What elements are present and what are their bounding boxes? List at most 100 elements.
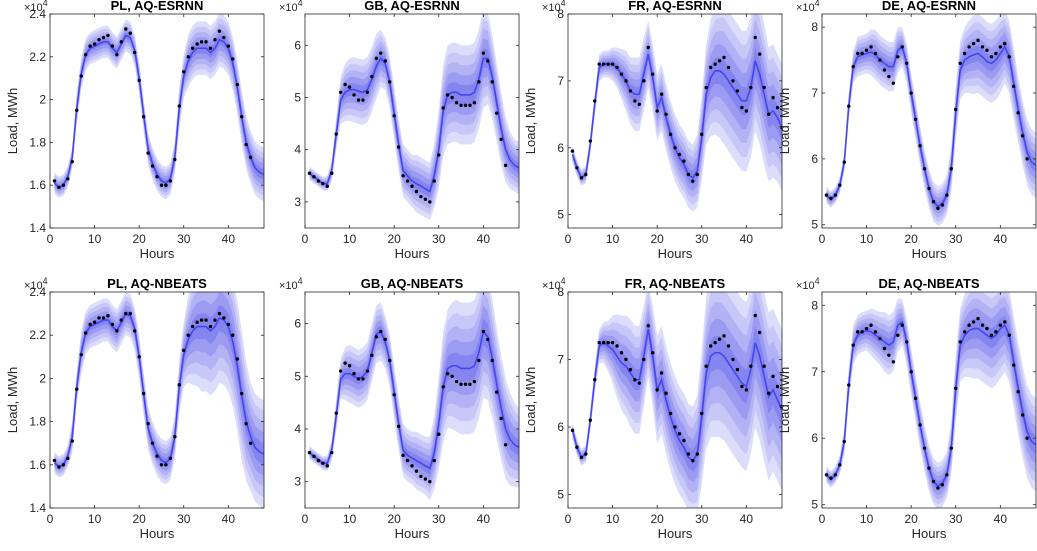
actual-load-point [722,334,726,338]
subplot-2: 0 10 20 30 40 3 4 5 6 ×104 GB, AQ-ESRNN Hours [279,0,520,261]
actual-load-point [352,93,356,97]
actual-load-point [570,428,575,433]
actual-load-point [847,104,851,108]
actual-load-point [186,333,190,337]
y-tick-label: 2.4 [29,7,46,21]
plot-content [824,292,1036,508]
actual-load-point [226,44,231,48]
actual-load-point [235,82,239,87]
y-axis-label: Load, MWh [777,88,792,154]
actual-load-point [365,369,370,373]
actual-load-point [584,452,588,456]
actual-load-point [168,456,173,461]
actual-load-point [637,381,642,385]
y-axis-multiplier-exponent: 4 [561,0,566,8]
actual-load-point [664,112,668,117]
y-tick-label: 4 [294,143,301,157]
actual-load-point [141,391,146,396]
actual-load-point [1012,363,1016,367]
actual-load-point [325,464,329,468]
actual-load-point [388,80,392,84]
actual-load-point [918,143,922,148]
actual-load-point [190,324,195,329]
actual-load-point [967,45,971,49]
x-tick-label: 10 [860,512,874,526]
actual-load-point [588,418,592,422]
actual-load-point [356,377,361,381]
x-tick-label: 10 [343,232,357,246]
actual-load-point [593,378,597,382]
actual-load-point [700,132,704,137]
x-axis-label: Hours [140,246,175,261]
actual-load-point [922,167,927,171]
y-tick-label: 6 [557,141,564,155]
plot-content [570,292,782,508]
y-tick-label: 2.4 [29,285,46,299]
y-axis-multiplier: ×104 [542,276,566,292]
x-tick-label: 0 [47,512,54,526]
actual-load-point [936,206,940,210]
y-tick-label: 8 [811,20,818,34]
actual-load-point [913,117,918,122]
actual-load-point [213,37,217,42]
y-axis-multiplier-exponent: 4 [43,0,48,8]
x-tick-label: 30 [177,512,191,526]
actual-load-point [312,175,316,179]
actual-load-point [75,387,79,391]
actual-load-point [829,476,833,480]
actual-load-point [410,464,414,468]
y-tick-label: 2.2 [29,50,46,64]
actual-load-point [66,177,70,181]
actual-load-point [753,313,757,318]
actual-load-point [441,385,445,389]
actual-load-point [575,445,579,449]
actual-load-point [633,378,637,382]
actual-load-point [1003,41,1007,46]
actual-load-point [168,179,173,183]
x-tick-label: 0 [302,512,309,526]
actual-load-point [401,174,405,178]
actual-load-point [428,479,432,484]
actual-load-point [343,82,347,87]
actual-load-point [186,55,190,59]
y-axis-multiplier-exponent: 4 [298,276,303,286]
actual-load-point [459,382,463,386]
actual-load-point [731,79,735,83]
x-tick-label: 30 [695,232,709,246]
actual-load-point [998,323,1003,327]
x-tick-label: 10 [88,512,102,526]
actual-load-point [173,435,177,439]
y-tick-label: 5 [557,208,564,222]
actual-load-point [486,59,490,63]
actual-load-point [316,179,321,183]
actual-load-point [52,458,57,463]
actual-load-point [365,90,370,94]
y-tick-label: 5 [294,369,301,383]
x-tick-label: 10 [343,512,357,526]
median-forecast-line [825,45,1036,208]
x-axis-label: Hours [658,526,693,541]
actual-load-point [499,416,503,421]
actual-load-point [83,331,88,335]
actual-load-point [459,103,463,108]
x-tick-label: 40 [222,232,236,246]
actual-load-point [829,196,833,201]
actual-load-point [869,323,873,327]
actual-load-point [217,29,222,33]
actual-load-point [195,320,199,324]
axes-box [304,13,520,229]
actual-load-point [887,353,891,357]
actual-load-point [869,45,873,49]
actual-load-point [468,382,472,386]
actual-load-point [338,369,343,373]
x-tick-label: 0 [565,232,572,246]
actual-load-point [88,44,92,48]
actual-load-point [958,340,962,344]
actual-load-point [244,142,248,147]
y-tick-label: 1.4 [29,221,46,235]
x-axis-label: Hours [912,526,947,541]
actual-load-point [646,324,650,328]
actual-load-point [686,172,691,177]
actual-load-point [177,383,181,387]
actual-load-point [624,79,628,83]
